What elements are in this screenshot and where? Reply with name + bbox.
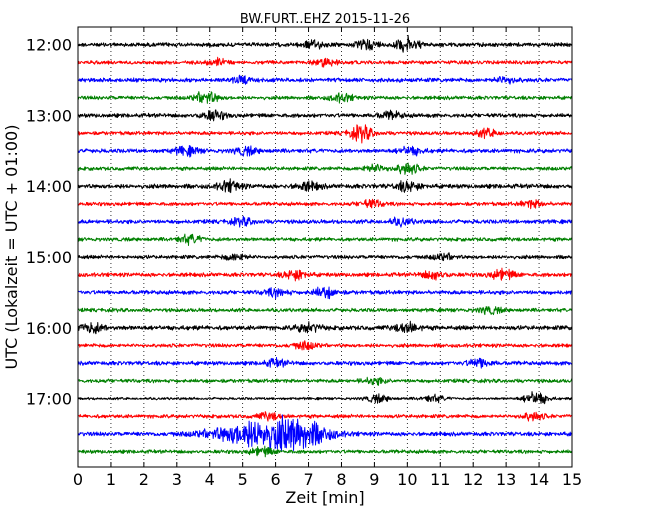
x-tick-label: 2 [139, 470, 149, 489]
vertical-gridlines [110, 27, 540, 467]
y-tick-label: 14:00 [26, 177, 72, 196]
y-tick-label: 17:00 [26, 390, 72, 409]
seismogram-trace [77, 215, 573, 228]
seismogram-trace [77, 178, 573, 194]
x-tick-label: 6 [271, 470, 281, 489]
seismogram-trace [77, 356, 573, 369]
seismogram-trace [77, 91, 573, 104]
x-tick-label: 4 [205, 470, 215, 489]
seismogram-traces [77, 34, 573, 458]
y-axis-label: UTC (Lokalzeit = UTC + 01:00) [2, 125, 21, 370]
y-tick-label: 15:00 [26, 248, 72, 267]
x-tick-label: 11 [430, 470, 450, 489]
x-tick-label: 15 [562, 470, 582, 489]
x-tick-label: 5 [238, 470, 248, 489]
y-tick-label: 13:00 [26, 106, 72, 125]
x-axis-label: Zeit [min] [285, 488, 364, 507]
seismogram-trace [77, 56, 573, 68]
seismogram-trace [77, 252, 573, 262]
seismogram-trace [77, 233, 573, 247]
seismogram-trace [77, 445, 573, 458]
seismogram-trace [77, 286, 573, 300]
x-tick-label: 14 [529, 470, 549, 489]
seismogram-trace [77, 198, 573, 210]
seismogram-trace [77, 144, 573, 158]
seismogram-trace [77, 306, 573, 316]
seismogram-trace [77, 267, 573, 282]
x-tick-label: 7 [303, 470, 313, 489]
y-axis-ticks: 12:00 13:00 14:00 15:00 16:00 17:00 [26, 36, 572, 409]
seismogram-trace [77, 124, 573, 144]
x-tick-label: 1 [106, 470, 116, 489]
seismogram-trace [77, 340, 573, 351]
seismogram-trace [77, 391, 573, 405]
seismogram-trace [77, 109, 573, 122]
x-tick-label: 13 [496, 470, 516, 489]
seismogram-trace [77, 376, 573, 386]
x-tick-label: 9 [369, 470, 379, 489]
x-axis-ticks: 0 1 2 3 4 5 6 7 8 9 10 11 12 13 14 15 [73, 27, 582, 489]
seismogram-trace [77, 411, 573, 422]
seismogram-trace [77, 320, 573, 335]
x-tick-label: 12 [463, 470, 483, 489]
x-tick-label: 3 [172, 470, 182, 489]
y-tick-label: 16:00 [26, 319, 72, 338]
seismogram-trace [77, 74, 573, 85]
plot-frame [77, 26, 573, 468]
x-tick-label: 8 [336, 470, 346, 489]
seismogram-trace [77, 162, 573, 175]
seismogram-trace [77, 414, 573, 454]
y-tick-label: 12:00 [26, 36, 72, 55]
chart-title: BW.FURT..EHZ 2015-11-26 [240, 12, 410, 27]
x-tick-label: 0 [73, 470, 83, 489]
x-tick-label: 10 [397, 470, 417, 489]
seismogram-trace [77, 34, 573, 53]
